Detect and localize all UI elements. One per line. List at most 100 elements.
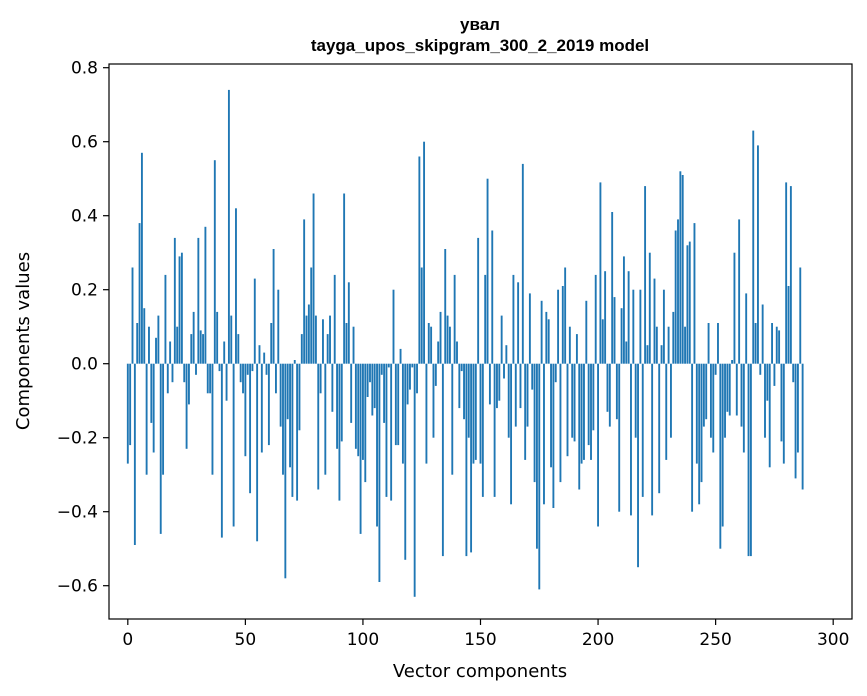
bar-173: [533, 363, 536, 483]
bar-88: [333, 274, 336, 364]
bar-246: [705, 363, 708, 420]
bar-239: [688, 241, 691, 364]
bar-244: [700, 363, 703, 483]
bar-218: [639, 289, 642, 364]
bar-22: [178, 256, 181, 364]
bar-50: [244, 363, 247, 457]
bar-196: [587, 363, 590, 446]
bar-140: [456, 341, 458, 364]
bar-177: [543, 363, 545, 505]
bar-251: [717, 323, 719, 364]
bar-170: [526, 363, 529, 427]
chart-subtitle: tayga_upos_skipgram_300_2_2019 model: [311, 36, 649, 55]
bar-281: [787, 286, 790, 364]
bar-202: [601, 319, 604, 364]
bar-229: [665, 363, 668, 460]
bar-129: [430, 326, 433, 364]
bar-58: [263, 352, 266, 364]
bar-4: [136, 323, 139, 364]
bar-20: [173, 237, 176, 364]
bar-195: [585, 300, 588, 364]
bar-182: [554, 363, 557, 383]
bar-27: [190, 334, 193, 364]
bar-66: [282, 363, 284, 475]
x-tick-label: 150: [464, 630, 496, 650]
bar-224: [653, 278, 656, 364]
bar-185: [561, 286, 564, 364]
bar-167: [519, 363, 522, 409]
bar-150: [479, 363, 482, 464]
bar-180: [550, 363, 552, 468]
bar-214: [630, 363, 632, 516]
bar-124: [418, 156, 421, 364]
bar-217: [637, 363, 639, 568]
bar-154: [488, 363, 491, 405]
bar-282: [789, 186, 792, 364]
bar-248: [709, 363, 712, 438]
y-axis-ticks: −0.6 −0.4 −0.2 0.0 0.2 0.4 0.6 0.8: [57, 59, 109, 597]
bar-118: [404, 363, 407, 560]
bar-220: [644, 186, 647, 364]
bar-126: [423, 141, 426, 364]
bar-286: [799, 267, 802, 364]
bar-231: [670, 363, 672, 438]
bar-238: [686, 245, 689, 364]
bar-5: [138, 223, 141, 364]
bar-46: [235, 208, 237, 364]
bar-104: [371, 363, 374, 416]
bar-237: [684, 326, 686, 364]
bar-0: [126, 363, 129, 464]
bar-92: [343, 193, 346, 364]
bar-48: [239, 363, 242, 383]
bar-228: [662, 289, 665, 364]
bar-219: [641, 363, 644, 497]
bar-277: [778, 330, 781, 364]
bar-11: [152, 363, 155, 453]
bar-12: [155, 337, 157, 364]
bar-208: [615, 363, 618, 420]
bar-254: [724, 363, 726, 438]
bar-68: [286, 363, 289, 420]
bar-284: [794, 363, 797, 479]
bar-18: [169, 341, 172, 364]
bar-139: [453, 274, 456, 364]
bar-75: [303, 219, 306, 364]
y-tick-label: −0.4: [57, 503, 98, 523]
bar-87: [331, 363, 334, 412]
bar-62: [272, 249, 275, 364]
bar-275: [773, 363, 776, 386]
y-tick-label: −0.2: [57, 429, 98, 449]
bar-141: [458, 363, 461, 409]
bar-8: [145, 363, 148, 475]
bar-250: [714, 363, 717, 375]
bar-76: [305, 315, 308, 364]
bar-15: [162, 363, 165, 475]
bar-119: [406, 363, 409, 405]
y-tick-label: 0.0: [71, 355, 98, 375]
bar-191: [575, 334, 578, 364]
bar-112: [390, 363, 393, 501]
bar-278: [780, 363, 783, 442]
bar-127: [425, 363, 428, 464]
bar-43: [227, 89, 230, 364]
bar-49: [242, 363, 244, 394]
bar-10: [150, 363, 153, 423]
bar-79: [312, 193, 315, 364]
bar-3: [133, 363, 136, 545]
bar-41: [223, 341, 226, 364]
bar-134: [441, 363, 444, 557]
bar-60: [267, 363, 270, 446]
bar-264: [747, 363, 750, 557]
bar-116: [399, 348, 402, 364]
bar-16: [164, 274, 167, 364]
bar-105: [373, 363, 376, 409]
bar-204: [606, 363, 609, 412]
bar-25: [185, 363, 188, 449]
bar-266: [752, 130, 755, 364]
bar-54: [253, 278, 256, 364]
bar-14: [159, 363, 162, 534]
bar-222: [648, 252, 651, 364]
bar-285: [796, 363, 799, 453]
bar-263: [745, 293, 748, 364]
